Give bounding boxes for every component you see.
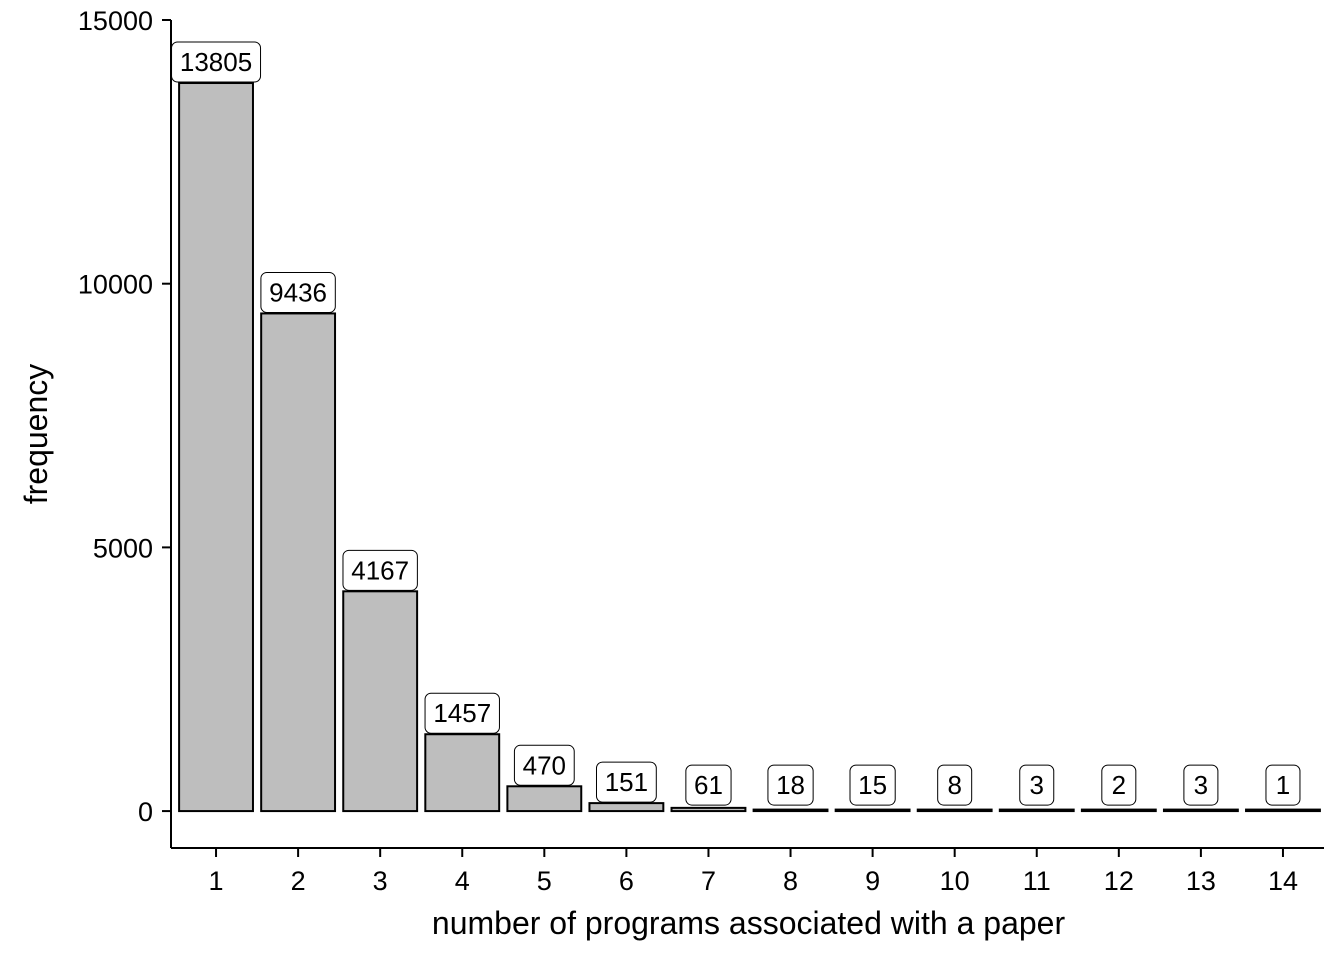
- data-label-box: [1183, 764, 1219, 806]
- data-label: 61: [694, 770, 723, 800]
- data-label: 18: [776, 770, 805, 800]
- data-label-box: [1019, 764, 1055, 806]
- x-axis-ticks: 1 2 3 4 5 6 7 8 9 10 11 12 13 14: [209, 848, 1298, 896]
- bar: [834, 808, 911, 813]
- data-label: 470: [523, 750, 566, 780]
- x-tick-label: 2: [291, 866, 306, 896]
- x-tick-label: 13: [1186, 866, 1216, 896]
- data-label: 2: [1112, 770, 1126, 800]
- data-label: 15: [858, 770, 887, 800]
- x-tick-label: 12: [1104, 866, 1134, 896]
- bars: [178, 82, 1321, 813]
- y-tick-label: 10000: [78, 270, 153, 300]
- data-labels: 13805 9436 4167 1457 470 151 61 18 15 8 3 2 3 1: [171, 41, 1301, 806]
- data-label: 3: [1194, 770, 1208, 800]
- data-label: 8: [947, 770, 961, 800]
- data-label-box: [1265, 764, 1301, 806]
- data-label: 151: [605, 767, 648, 797]
- data-label-box: [424, 692, 500, 734]
- x-tick-label: 10: [940, 866, 970, 896]
- x-tick-label: 5: [537, 866, 552, 896]
- data-label-box: [849, 764, 896, 806]
- x-tick-label: 7: [701, 866, 716, 896]
- x-tick-label: 8: [783, 866, 798, 896]
- bar: [916, 808, 993, 813]
- x-tick-label: 4: [455, 866, 470, 896]
- y-axis-title: frequency: [18, 364, 54, 505]
- bar: [424, 733, 501, 813]
- bar: [1162, 808, 1239, 813]
- data-label-box: [342, 549, 418, 591]
- data-label-box: [1101, 764, 1137, 806]
- data-label: 1: [1276, 770, 1290, 800]
- bar: [998, 808, 1075, 813]
- data-label-box: [595, 761, 657, 803]
- data-label: 13805: [180, 47, 252, 77]
- x-tick-label: 1: [209, 866, 224, 896]
- x-tick-label: 3: [373, 866, 388, 896]
- bar: [178, 82, 254, 813]
- data-label: 4167: [351, 555, 409, 585]
- y-tick-label: 0: [138, 797, 153, 827]
- data-label: 1457: [433, 698, 491, 728]
- data-label-box: [937, 764, 973, 806]
- bar: [1245, 808, 1321, 813]
- bar: [506, 785, 583, 813]
- bar: [752, 808, 829, 813]
- y-tick-label: 5000: [93, 533, 153, 563]
- bar: [588, 802, 665, 813]
- data-label: 9436: [269, 277, 327, 307]
- data-label-box: [767, 764, 814, 806]
- bar: [260, 312, 337, 813]
- x-tick-label: 6: [619, 866, 634, 896]
- data-label: 3: [1030, 770, 1044, 800]
- bar: [342, 590, 419, 813]
- bar: [670, 806, 747, 813]
- x-tick-label: 11: [1023, 866, 1051, 896]
- x-tick-label: 14: [1268, 866, 1298, 896]
- data-label-box: [513, 744, 575, 786]
- x-tick-label: 9: [865, 866, 880, 896]
- x-axis-title: number of programs associated with a pap…: [432, 905, 1066, 941]
- data-label-box: [685, 764, 732, 806]
- y-tick-label: 15000: [78, 6, 153, 36]
- data-label-box: [260, 271, 336, 313]
- bar: [1080, 808, 1157, 813]
- y-axis-ticks: 0 5000 10000 15000: [78, 6, 171, 827]
